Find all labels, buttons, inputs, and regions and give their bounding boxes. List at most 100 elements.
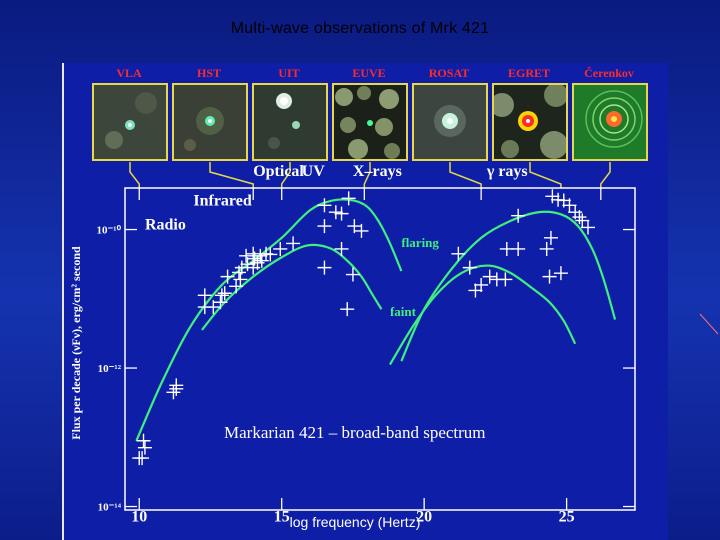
chart-title: Markarian 421 – broad-band spectrum <box>224 423 486 442</box>
y-tick-label: 10⁻¹² <box>98 363 122 375</box>
band-label: X–rays <box>353 163 402 180</box>
data-point <box>511 241 526 256</box>
data-point <box>197 288 212 303</box>
thumb-label-uit: UIT <box>278 66 300 80</box>
euve-image <box>332 83 408 161</box>
data-point <box>233 272 248 287</box>
band-label: UV <box>302 163 326 180</box>
data-point <box>137 440 152 455</box>
y-axis-ticks: 10⁻¹⁰ 10⁻¹² 10⁻¹⁴ <box>96 225 635 514</box>
connector-line <box>129 162 140 188</box>
curve-faint-synchrotron <box>201 243 383 331</box>
data-point <box>345 267 360 282</box>
data-point <box>340 302 355 317</box>
curve-flaring-synchrotron <box>135 198 403 442</box>
image-connectors <box>129 162 611 188</box>
y-tick-label: 10⁻¹⁴ <box>98 502 122 514</box>
data-point <box>135 451 150 466</box>
data-point <box>263 247 278 262</box>
data-point <box>328 205 343 220</box>
data-point <box>341 191 356 206</box>
band-label: Infrared <box>193 192 251 209</box>
connector-line <box>280 162 291 188</box>
connector-line <box>209 162 254 188</box>
thumb-label-vla: VLA <box>116 66 142 80</box>
data-point <box>451 246 466 261</box>
connector-line <box>449 162 482 188</box>
data-point <box>347 219 362 234</box>
thumb-label-rosat: ROSAT <box>428 66 470 80</box>
band-label: Radio <box>145 217 186 234</box>
x-tick-label: 25 <box>559 508 575 525</box>
figure-panel: VLA HST UIT EUVE ROSAT EGRET Čerenkov <box>62 63 668 540</box>
data-point <box>562 198 577 213</box>
band-ticks <box>138 188 602 200</box>
data-point <box>213 295 228 310</box>
thumb-label-euve: EUVE <box>352 66 386 80</box>
data-point <box>545 189 560 204</box>
data-point <box>317 260 332 275</box>
plot-frame <box>124 187 636 511</box>
data-point <box>206 300 221 315</box>
data-point <box>317 219 332 234</box>
data-point <box>169 378 184 393</box>
data-point <box>482 269 497 284</box>
thumb-label-egret: EGRET <box>507 66 550 80</box>
data-point <box>334 241 349 256</box>
egret-image <box>492 83 568 161</box>
thumb-label-cerenkov: Čerenkov <box>584 66 634 80</box>
curve-faint-compton <box>389 264 577 366</box>
data-point <box>240 257 255 272</box>
curve-flaring-compton <box>400 210 617 362</box>
connector-line <box>600 162 611 188</box>
x-tick-label: 20 <box>416 508 432 525</box>
data-point <box>354 223 369 238</box>
data-point <box>539 241 554 256</box>
data-point <box>572 210 587 225</box>
data-points <box>132 189 595 466</box>
model-curves <box>135 198 617 442</box>
data-point <box>136 433 151 448</box>
annotation-flaring: flaring <box>401 235 439 250</box>
data-point <box>286 236 301 251</box>
data-point <box>239 248 254 263</box>
data-point <box>166 385 181 400</box>
data-point <box>511 208 526 223</box>
wavelength-image-strip: VLA HST UIT EUVE ROSAT EGRET Čerenkov <box>64 63 668 191</box>
data-point <box>468 283 483 298</box>
data-point <box>580 220 595 235</box>
y-tick-label: 10⁻¹⁰ <box>96 225 121 237</box>
data-point <box>220 269 235 284</box>
data-point <box>543 230 558 245</box>
y-axis-label: Flux per decade (νFν), erg/cm² second <box>69 246 83 440</box>
data-point <box>246 246 261 261</box>
slide-title: Multi-wave observations of Mrk 421 <box>230 20 490 37</box>
uit-image <box>252 83 328 161</box>
decorative-line <box>699 313 719 335</box>
data-point <box>317 198 332 213</box>
band-label: γ rays <box>486 163 528 180</box>
data-point <box>334 206 349 221</box>
data-point <box>575 213 590 228</box>
thumb-label-hst: HST <box>196 66 221 80</box>
rosat-image <box>412 83 488 161</box>
data-point <box>273 241 288 256</box>
x-axis-label: log frequency (Hertz) <box>290 514 421 530</box>
band-label: Optical <box>253 163 304 180</box>
curve-annotations: flaring faint <box>390 235 439 319</box>
x-tick-label: 15 <box>274 508 290 525</box>
vla-image <box>92 83 168 161</box>
connector-line <box>363 162 371 188</box>
data-point <box>474 277 489 292</box>
data-point <box>498 272 513 287</box>
x-axis-ticks: 10 15 20 25 <box>131 498 575 525</box>
data-point <box>217 286 232 301</box>
connector-line <box>529 162 562 188</box>
data-point <box>553 266 568 281</box>
data-point <box>542 269 557 284</box>
cerenkov-image <box>572 83 648 161</box>
data-point <box>214 288 229 303</box>
data-point <box>462 260 477 275</box>
